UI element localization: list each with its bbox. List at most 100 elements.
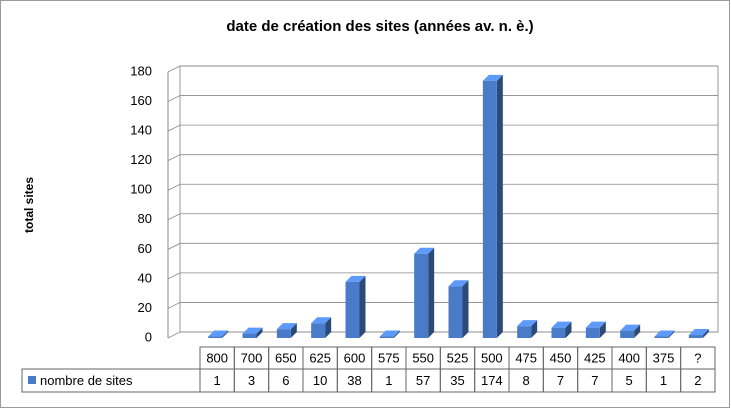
y-tick-label: 100	[130, 182, 152, 197]
data-label: 7	[591, 373, 598, 388]
legend-swatch	[28, 376, 36, 384]
x-tick-label: 500	[481, 350, 503, 365]
legend-label: nombre de sites	[40, 373, 133, 388]
bar-side	[359, 275, 366, 338]
bar	[551, 321, 572, 338]
y-tick-label: 160	[130, 93, 152, 108]
bar-front	[276, 329, 291, 338]
grid-line	[167, 65, 718, 73]
bar-top	[276, 323, 297, 330]
data-label: 5	[626, 373, 633, 388]
bar-front	[345, 281, 360, 338]
bar	[448, 280, 469, 338]
bar-side	[668, 330, 675, 338]
bar-side	[531, 320, 538, 338]
grid-line	[167, 213, 718, 221]
x-tick-label: 400	[618, 350, 640, 365]
bar	[345, 275, 366, 338]
bar-top	[448, 280, 469, 287]
bar	[585, 321, 606, 338]
y-tick-label: 60	[138, 241, 152, 256]
data-label: 1	[385, 373, 392, 388]
data-label: 35	[450, 373, 464, 388]
bar-top	[654, 330, 675, 337]
bar-front	[448, 286, 463, 338]
bar	[379, 330, 400, 338]
bar	[242, 327, 263, 338]
data-label: 1	[214, 373, 221, 388]
grid-line	[167, 95, 718, 102]
x-tick-label: 700	[241, 350, 263, 365]
y-tick-label: 0	[145, 329, 152, 344]
x-tick-label: 450	[550, 350, 572, 365]
bar-side	[462, 280, 469, 338]
table-cell	[680, 368, 716, 393]
y-tick-label: 40	[138, 270, 152, 285]
grid-line	[167, 242, 718, 250]
data-label: 2	[694, 373, 701, 388]
data-label: 7	[557, 373, 564, 388]
x-tick-label: 800	[206, 350, 228, 365]
bar-front	[311, 323, 326, 338]
bar	[414, 247, 435, 338]
y-tick-label: 80	[138, 211, 152, 226]
bar-top	[414, 247, 435, 254]
bar-front	[517, 326, 532, 338]
bar-side	[565, 321, 572, 338]
bar-side	[325, 317, 332, 338]
bar-front	[654, 336, 669, 338]
y-tick-label: 180	[130, 63, 152, 78]
data-label: 8	[523, 373, 530, 388]
bar	[208, 330, 229, 338]
data-label: 6	[282, 373, 289, 388]
grid-line	[167, 331, 718, 339]
bar-top	[345, 275, 366, 282]
grid-line	[167, 124, 718, 132]
bar-front	[208, 336, 223, 338]
bar-top	[585, 321, 606, 328]
grid-line	[167, 154, 718, 162]
bar-side	[222, 330, 229, 338]
bar	[482, 74, 503, 338]
bar-front	[585, 327, 600, 338]
bar	[620, 324, 641, 338]
bar	[276, 323, 297, 338]
bar-top	[482, 74, 503, 81]
grid-line	[167, 183, 718, 191]
x-tick-label: ?	[694, 350, 701, 365]
bar-side	[634, 324, 641, 338]
bar-top	[688, 329, 709, 336]
y-tick-label: 140	[130, 123, 152, 138]
grid-line	[167, 302, 718, 309]
bar-side	[496, 74, 503, 338]
data-label: 57	[416, 373, 430, 388]
bar-top	[517, 320, 538, 327]
y-tick-label: 20	[138, 300, 152, 315]
bar-side	[428, 247, 435, 338]
bar-top	[242, 327, 263, 334]
bar-front	[482, 80, 497, 338]
data-label: 38	[347, 373, 361, 388]
chart-title: date de création des sites (années av. n…	[226, 18, 533, 35]
bar	[517, 320, 538, 338]
data-label: 174	[481, 373, 503, 388]
bar	[688, 329, 709, 338]
bar-front	[620, 330, 635, 338]
bar-side	[256, 327, 263, 338]
bar-top	[551, 321, 572, 328]
bar	[654, 330, 675, 338]
data-label: 3	[248, 373, 255, 388]
data-label: 10	[313, 373, 327, 388]
x-tick-label: 550	[412, 350, 434, 365]
x-tick-label: 650	[275, 350, 297, 365]
x-tick-label: 425	[584, 350, 606, 365]
bar-front	[242, 333, 257, 338]
bar-front	[688, 335, 703, 338]
bar-front	[414, 253, 429, 338]
x-tick-label: 600	[344, 350, 366, 365]
bar-top	[620, 324, 641, 331]
bar-top	[208, 330, 229, 337]
bar-side	[599, 321, 606, 338]
y-tick-label: 120	[130, 152, 152, 167]
